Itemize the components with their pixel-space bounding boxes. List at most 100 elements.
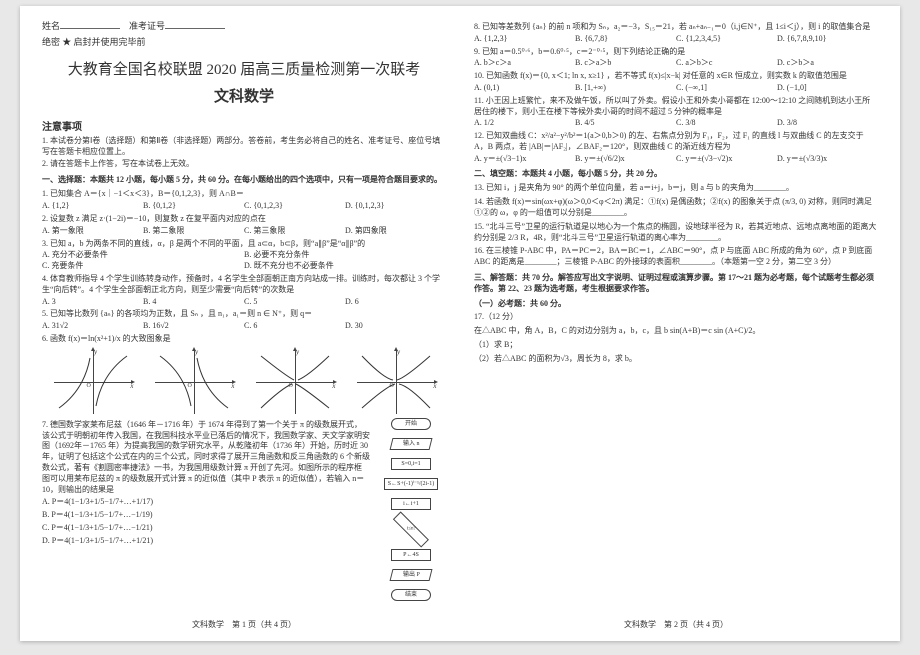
q9-d: D. c＞b＞a — [777, 58, 878, 69]
q12-d: D. y＝±(√3/3)x — [777, 154, 878, 165]
notice-2: 2. 请在答题卡上作答，写在本试卷上无效。 — [42, 159, 446, 170]
q3-opts: A. 充分不必要条件 B. 必要不充分条件 C. 充要条件 D. 既不充分也不必… — [42, 250, 446, 272]
section-3-head: 三、解答题：共 70 分。解答应写出文字说明、证明过程或演算步骤。第 17～21… — [474, 273, 878, 295]
q7-d: D. P＝4(1−1/3+1/5−1/7+…+1/21) — [42, 536, 370, 547]
q16: 16. 在三棱锥 P-ABC 中，PA＝PC＝2，BA＝BC＝1，∠ABC＝90… — [474, 246, 878, 268]
q6-graph-c: yxO — [256, 350, 334, 414]
page-2: 8. 已知等差数列 {aₙ} 的前 n 项和为 Sₙ，a₂＝−3，S₁₅＝21，… — [460, 20, 878, 631]
q11-stem: 11. 小王因上班繁忙，来不及做午饭，所以叫了外卖。假设小王和外卖小哥都在 12… — [474, 96, 878, 118]
q6-graph-b: yxO — [155, 350, 233, 414]
subject-title: 文科数学 — [42, 87, 446, 107]
q1-d: D. {0,1,2,3} — [345, 201, 446, 212]
flowchart: 开始 输入 n S=0,i=1 S←S+(-1)ⁱ⁻¹/(2i-1) i←i+1… — [376, 418, 446, 598]
ticket-label: 准考证号 — [129, 21, 165, 31]
q8-d: D. {6,7,8,9,10} — [777, 34, 878, 45]
q11-c: C. 3/8 — [676, 118, 777, 129]
q9-stem: 9. 已知 a＝0.5⁰·⁶，b＝0.6⁰·⁵，c＝2⁻⁰·⁵，则下列结论正确的… — [474, 47, 878, 58]
q11-a: A. 1/2 — [474, 118, 575, 129]
flow-s3: i←i+1 — [391, 498, 431, 510]
q7-b: B. P＝4(1−1/3+1/5−1/7+…−1/19) — [42, 510, 370, 521]
ticket-blank — [165, 20, 225, 29]
q8-opts: A. {1,2,3} B. {6,7,8} C. {1,2,3,4,5} D. … — [474, 34, 878, 45]
q5-stem: 5. 已知等比数列 {aₙ} 的各项均为正数，且 Sₙ ，且 n₁，a₁＝则 n… — [42, 309, 446, 320]
q10-stem: 10. 已知函数 f(x)＝{0, x＜1; ln x, x≥1} ，若不等式 … — [474, 71, 878, 82]
q17-stem: 17.（12 分） — [474, 312, 878, 323]
section-3-sub: （一）必考题：共 60 分。 — [474, 299, 878, 310]
q4-c: C. 5 — [244, 297, 345, 308]
flow-out: 输出 P — [389, 569, 432, 581]
flow-start: 开始 — [391, 418, 431, 430]
name-label: 姓名 — [42, 21, 60, 31]
section-1-head: 一、选择题：本题共 12 小题，每小题 5 分，共 60 分。在每小题给出的四个… — [42, 175, 446, 186]
q2-stem: 2. 设复数 z 满足 z·(1−2i)＝−10，则复数 z 在复平面内对应的点… — [42, 214, 446, 225]
q10-c: C. (−∞,1] — [676, 83, 777, 94]
q1-c: C. {0,1,2,3} — [244, 201, 345, 212]
q7-stem: 7. 德国数学家莱布尼兹（1646 年－1716 年）于 1674 年得到了第一… — [42, 420, 370, 496]
q9-a: A. b＞c＞a — [474, 58, 575, 69]
q10-a: A. (0,1) — [474, 83, 575, 94]
q2-opts: A. 第一象限 B. 第二象限 C. 第三象限 D. 第四象限 — [42, 226, 446, 237]
q4-a: A. 3 — [42, 297, 143, 308]
q3-b: B. 必要不充分条件 — [244, 250, 446, 261]
section-2-head: 二、填空题：本题共 4 小题，每小题 5 分，共 20 分。 — [474, 169, 878, 180]
q9-b: B. c＞a＞b — [575, 58, 676, 69]
flow-s4: P←4S — [391, 549, 431, 561]
q12-c: C. y＝±(√3−√2)x — [676, 154, 777, 165]
flow-input: 输入 n — [389, 438, 432, 450]
q3-d: D. 既不充分也不必要条件 — [244, 261, 446, 272]
q1-opts: A. {1,2} B. {0,1,2} C. {0,1,2,3} D. {0,1… — [42, 201, 446, 212]
q12-stem: 12. 已知双曲线 C：x²/a²−y²/b²＝1(a＞0,b＞0) 的左、右焦… — [474, 131, 878, 153]
q3-a: A. 充分不必要条件 — [42, 250, 244, 261]
q4-d: D. 6 — [345, 297, 446, 308]
q11-d: D. 3/8 — [777, 118, 878, 129]
q11-opts: A. 1/2 B. 4/5 C. 3/8 D. 3/8 — [474, 118, 878, 129]
secret-line: 绝密 ★ 启封并使用完毕前 — [42, 36, 446, 48]
q8-c: C. {1,2,3,4,5} — [676, 34, 777, 45]
notice-heading: 注意事项 — [42, 121, 446, 135]
q9-opts: A. b＞c＞a B. c＞a＞b C. a＞b＞c D. c＞b＞a — [474, 58, 878, 69]
q12-opts: A. y＝±(√3−1)x B. y＝±(√6/2)x C. y＝±(√3−√2… — [474, 154, 878, 165]
main convergence-title: 大教育全国名校联盟 2020 届高三质量检测第一次联考 — [42, 60, 446, 80]
q5-b: B. 16√2 — [143, 321, 244, 332]
q1-a: A. {1,2} — [42, 201, 143, 212]
q7-block: 7. 德国数学家莱布尼兹（1646 年－1716 年）于 1674 年得到了第一… — [42, 418, 446, 598]
q10-opts: A. (0,1) B. [1,+∞) C. (−∞,1] D. (−1,0] — [474, 83, 878, 94]
q5-d: D. 30 — [345, 321, 446, 332]
q17-l1: 在△ABC 中，角 A，B，C 的对边分别为 a，b，c，且 b sin(A+B… — [474, 326, 878, 337]
q11-b: B. 4/5 — [575, 118, 676, 129]
q5-a: A. 31√2 — [42, 321, 143, 332]
name-blank — [60, 20, 120, 29]
notice-1: 1. 本试卷分第Ⅰ卷（选择题）和第Ⅱ卷（非选择题）两部分。答卷前，考生务必将自己… — [42, 136, 446, 158]
q5-c: C. 6 — [244, 321, 345, 332]
q8-b: B. {6,7,8} — [575, 34, 676, 45]
q9-c: C. a＞b＞c — [676, 58, 777, 69]
footer-right: 文科数学 第 2 页（共 4 页） — [474, 616, 878, 631]
q3-stem: 3. 已知 a，b 为两条不同的直线，α，β 是两个不同的平面，且 a⊂α，b⊂… — [42, 239, 446, 250]
q4-b: B. 4 — [143, 297, 244, 308]
page-1: 姓名 准考证号 绝密 ★ 启封并使用完毕前 大教育全国名校联盟 2020 届高三… — [42, 20, 460, 631]
q12-a: A. y＝±(√3−1)x — [474, 154, 575, 165]
q8-stem: 8. 已知等差数列 {aₙ} 的前 n 项和为 Sₙ，a₂＝−3，S₁₅＝21，… — [474, 22, 878, 33]
q6-stem: 6. 函数 f(x)＝ln(x²+1)/x 的大致图象是 — [42, 334, 446, 345]
flow-s2: S←S+(-1)ⁱ⁻¹/(2i-1) — [384, 478, 438, 490]
flow-s1: S=0,i=1 — [391, 458, 431, 470]
q17-l3: （2）若△ABC 的面积为√3，周长为 8，求 b。 — [474, 354, 878, 365]
q2-a: A. 第一象限 — [42, 226, 143, 237]
q2-b: B. 第二象限 — [143, 226, 244, 237]
q5-opts: A. 31√2 B. 16√2 C. 6 D. 30 — [42, 321, 446, 332]
q15: 15. “北斗三号”卫星的运行轨道是以地心为一个焦点的椭圆，设地球半径为 R，若… — [474, 222, 878, 244]
q7-c: C. P＝4(1−1/3+1/5−1/7+…−1/21) — [42, 523, 370, 534]
q6-graph-a: yxO — [54, 350, 132, 414]
flow-end: 结束 — [391, 589, 431, 601]
exam-sheet: 姓名 准考证号 绝密 ★ 启封并使用完毕前 大教育全国名校联盟 2020 届高三… — [20, 6, 900, 641]
q7-a: A. P＝4(1−1/3+1/5−1/7+…+1/17) — [42, 497, 370, 508]
q12-b: B. y＝±(√6/2)x — [575, 154, 676, 165]
footer-left: 文科数学 第 1 页（共 4 页） — [42, 616, 446, 631]
q2-c: C. 第三象限 — [244, 226, 345, 237]
candidate-header: 姓名 准考证号 — [42, 20, 446, 32]
q10-d: D. (−1,0] — [777, 83, 878, 94]
q4-stem: 4. 体育教师指导 4 个学生训练转身动作，预备时，4 名学生全部面朝正南方向站… — [42, 274, 446, 296]
q14: 14. 若函数 f(x)＝sin(ωx+φ)(ω＞0,0＜φ＜2π) 满足：①f… — [474, 197, 878, 219]
q13: 13. 已知 i，j 是夹角为 90° 的两个单位向量，若 a＝i+j，b＝j，… — [474, 183, 878, 194]
q6-graphs: yxO yxO yxO yxO — [42, 350, 446, 414]
